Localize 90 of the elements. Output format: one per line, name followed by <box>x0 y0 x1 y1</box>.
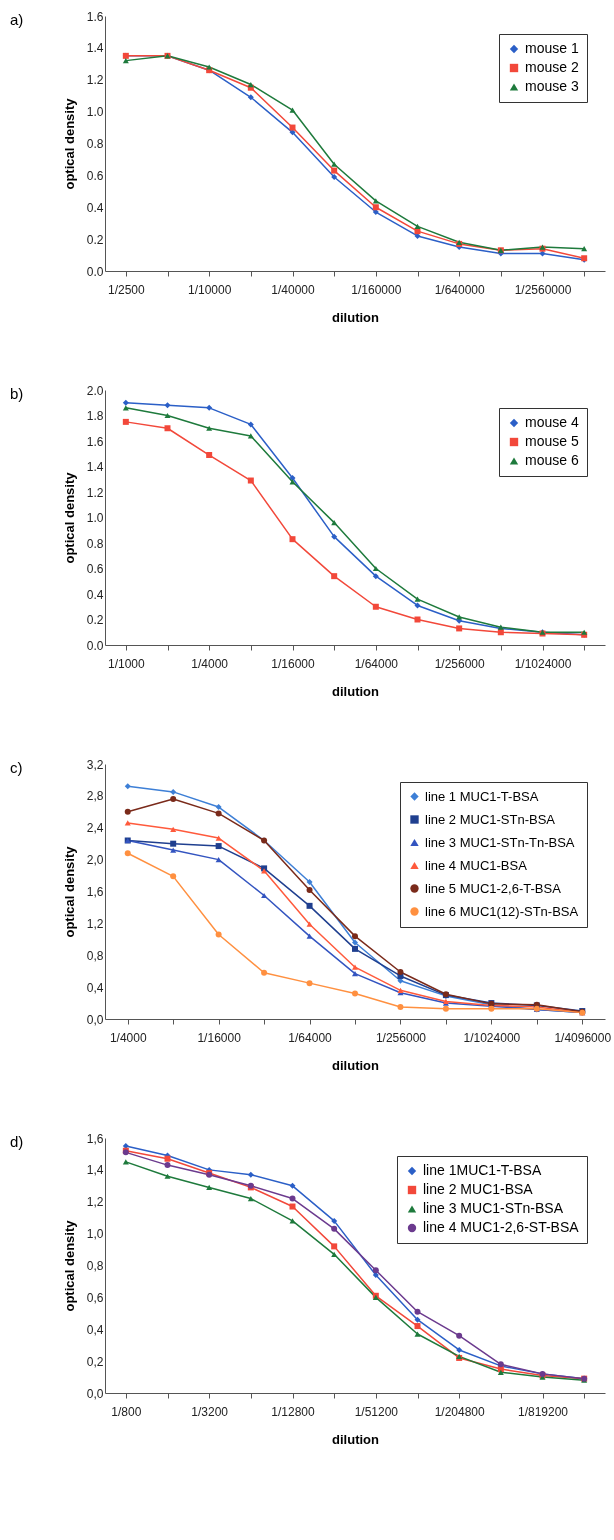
y-tick-label: 2,4 <box>86 821 104 836</box>
y-tick-label: 1,6 <box>86 885 104 899</box>
y-tick-label: 1.4 <box>86 41 104 56</box>
x-tick-label: 1/160000 <box>351 282 402 297</box>
legend-label: line 1MUC1-T-BSA <box>423 1162 542 1178</box>
x-tick-label: 1/819200 <box>517 1404 569 1419</box>
y-tick-label: 1.6 <box>86 9 104 24</box>
y-tick-label: 0,2 <box>86 1354 104 1369</box>
y-tick-label: 3,2 <box>86 757 104 772</box>
legend-label: mouse 4 <box>525 414 579 430</box>
x-tick-label: 1/51200 <box>354 1404 399 1419</box>
chart-title: c) <box>10 759 23 776</box>
y-tick-label: 0.4 <box>86 200 104 215</box>
legend-label: line 2 MUC1-STn-BSA <box>425 811 556 827</box>
legend-label: line 6 MUC1(12)-STn-BSA <box>425 903 579 919</box>
y-tick-label: 0.6 <box>86 562 104 576</box>
x-tick-label: 1/3200 <box>191 1404 229 1419</box>
legend-label: line 4 MUC1-BSA <box>425 857 528 873</box>
y-tick-label: 0.6 <box>86 168 104 183</box>
x-axis-title: dilution <box>332 309 380 325</box>
y-tick-label: 1,0 <box>86 1227 104 1242</box>
chart-title: b) <box>10 385 24 402</box>
x-tick-label: 1/204800 <box>434 1404 486 1419</box>
y-tick-label: 1,6 <box>86 1131 104 1146</box>
x-tick-label: 1/1024000 <box>463 1030 521 1045</box>
x-tick-label: 1/12800 <box>271 1404 316 1419</box>
x-tick-label: 1/640000 <box>434 282 486 297</box>
x-tick-label: 1/4000 <box>109 1030 147 1045</box>
x-tick-label: 1/2500 <box>107 282 146 297</box>
x-tick-label: 1/2560000 <box>514 282 572 297</box>
x-axis-title: dilution <box>332 683 380 699</box>
legend-label: mouse 6 <box>525 452 579 468</box>
y-tick-label: 0,0 <box>86 1012 104 1027</box>
x-tick-label: 1/10000 <box>187 282 232 297</box>
legend-label: mouse 3 <box>525 78 579 94</box>
x-tick-label: 1/16000 <box>197 1030 242 1045</box>
x-tick-label: 1/64000 <box>354 656 399 671</box>
y-tick-label: 2,8 <box>86 789 104 804</box>
y-axis-title: optical density <box>61 845 77 938</box>
x-tick-label: 1/1024000 <box>514 656 572 671</box>
y-tick-label: 1.0 <box>86 511 104 525</box>
legend-label: line 2 MUC1-BSA <box>423 1181 534 1197</box>
y-tick-label: 0.2 <box>86 232 104 247</box>
y-tick-label: 1.8 <box>86 409 104 423</box>
y-tick-label: 1.4 <box>86 460 104 474</box>
x-tick-label: 1/256000 <box>375 1030 427 1045</box>
x-axis-title: dilution <box>332 1057 380 1073</box>
x-tick-label: 1/64000 <box>288 1030 333 1045</box>
y-tick-label: 1.0 <box>86 105 104 120</box>
y-tick-label: 2.0 <box>86 383 104 398</box>
x-tick-label: 1/40000 <box>271 282 316 297</box>
y-tick-label: 0.4 <box>86 587 104 602</box>
y-tick-label: 1.2 <box>86 73 104 88</box>
y-tick-label: 0.2 <box>86 613 104 627</box>
y-tick-label: 0.8 <box>86 137 104 151</box>
y-tick-label: 1.2 <box>86 485 104 500</box>
legend-label: mouse 5 <box>525 433 579 449</box>
y-tick-label: 0,8 <box>86 948 104 963</box>
legend-label: line 1 MUC1-T-BSA <box>425 788 539 804</box>
x-tick-label: 1/256000 <box>434 656 486 671</box>
y-axis-title: optical density <box>61 97 77 190</box>
y-tick-label: 2,0 <box>86 853 104 868</box>
legend-label: mouse 1 <box>525 40 579 56</box>
y-tick-label: 0,4 <box>86 1322 104 1337</box>
chart-title: d) <box>10 1133 24 1150</box>
y-tick-label: 0,4 <box>86 980 104 995</box>
legend-label: mouse 2 <box>525 59 579 75</box>
x-axis-title: dilution <box>332 1431 380 1447</box>
y-axis-title: optical density <box>61 1219 77 1312</box>
y-tick-label: 0,6 <box>86 1290 104 1305</box>
y-tick-label: 0.0 <box>86 264 104 279</box>
x-tick-label: 1/16000 <box>271 656 316 671</box>
legend-label: line 4 MUC1-2,6-ST-BSA <box>423 1219 580 1235</box>
y-tick-label: 0.0 <box>86 638 104 653</box>
y-tick-label: 0.8 <box>86 536 104 551</box>
x-tick-label: 1/1000 <box>107 656 146 671</box>
y-tick-label: 0,8 <box>86 1259 104 1273</box>
chart-title: a) <box>10 11 24 28</box>
legend-label: line 3 MUC1-STn-Tn-BSA <box>425 834 575 850</box>
x-tick-label: 1/4000 <box>191 656 229 671</box>
legend-label: line 5 MUC1-2,6-T-BSA <box>425 880 562 896</box>
x-tick-label: 1/4096000 <box>554 1030 612 1045</box>
y-axis-title: optical density <box>61 471 77 564</box>
y-tick-label: 1,4 <box>86 1163 104 1178</box>
y-tick-label: 1.6 <box>86 434 104 449</box>
y-tick-label: 0,0 <box>86 1386 104 1401</box>
y-tick-label: 1,2 <box>86 1195 104 1210</box>
y-tick-label: 1,2 <box>86 916 104 931</box>
x-tick-label: 1/800 <box>111 1404 142 1419</box>
legend-label: line 3 MUC1-STn-BSA <box>423 1200 564 1216</box>
